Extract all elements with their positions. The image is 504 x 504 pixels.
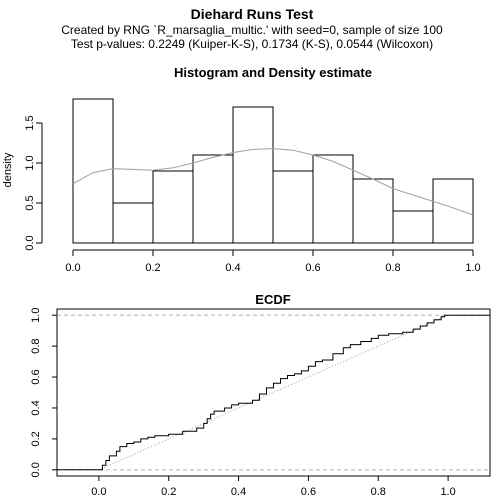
histogram-bar	[392, 210, 434, 244]
ecdf-y-tick-label: 0.0	[30, 462, 42, 477]
histogram-panel: Histogram and Density estimate density 0…	[2, 65, 481, 274]
ecdf-y-tick-label: 1.0	[30, 308, 42, 323]
ecdf-y-tick-label: 0.8	[30, 338, 42, 353]
ecdf-y-tick-label: 0.4	[30, 400, 42, 415]
histogram-y-tick-label: 1.0	[24, 155, 36, 170]
ecdf-x-tick-label: 0.0	[91, 486, 106, 498]
ecdf-x-axis: 0.0 0.2 0.4 0.6 0.8 1.0	[91, 476, 456, 498]
ecdf-y-tick-label: 0.2	[30, 431, 42, 446]
histogram-bar	[432, 178, 474, 244]
ecdf-panel: ECDF 0.0 0.2 0.4 0.6 0.8 1.0 0.0 0.2 0.4 0.6 0.8 1…	[30, 292, 491, 498]
histogram-x-tick-label: 0.6	[305, 262, 320, 274]
histogram-bars	[72, 98, 474, 244]
histogram-y-tick-label: 0.0	[24, 235, 36, 250]
histogram-bar	[232, 106, 274, 244]
histogram-x-tick-label: 0.2	[145, 262, 160, 274]
ecdf-x-tick-label: 0.8	[371, 486, 386, 498]
histogram-x-axis: 0.0 0.2 0.4 0.6 0.8 1.0	[65, 249, 481, 274]
figure-subtitle-pvalues: Test p-values: 0.2249 (Kuiper-K-S), 0.17…	[71, 37, 433, 51]
ecdf-y-tick-label: 0.6	[30, 369, 42, 384]
histogram-bar	[152, 170, 194, 244]
histogram-x-tick-label: 1.0	[465, 262, 480, 274]
histogram-bar	[192, 154, 234, 244]
histogram-y-axis: 0.0 0.5 1.0 1.5	[24, 115, 43, 251]
ecdf-y-axis: 0.0 0.2 0.4 0.6 0.8 1.0	[30, 308, 57, 477]
histogram-x-tick-label: 0.8	[385, 262, 400, 274]
histogram-bar	[72, 98, 114, 244]
histogram-x-tick-label: 0.0	[65, 262, 80, 274]
histogram-y-axis-label: density	[2, 152, 14, 187]
histogram-bar	[112, 202, 154, 244]
figure-title: Diehard Runs Test	[191, 6, 314, 22]
histogram-title: Histogram and Density estimate	[174, 65, 372, 80]
density-curve	[72, 148, 474, 216]
histogram-bar	[312, 154, 354, 244]
ecdf-x-tick-label: 1.0	[440, 486, 455, 498]
ecdf-x-tick-label: 0.2	[161, 486, 176, 498]
histogram-x-tick-label: 0.4	[225, 262, 240, 274]
histogram-bar	[352, 178, 394, 244]
ecdf-x-tick-label: 0.6	[301, 486, 316, 498]
ecdf-horizontal-guides	[57, 314, 490, 471]
figure-subtitle-created: Created by RNG `R_marsaglia_multic.' wit…	[61, 23, 443, 37]
ecdf-title: ECDF	[255, 292, 290, 307]
histogram-y-tick-label: 0.5	[24, 195, 36, 210]
histogram-bar	[272, 170, 314, 244]
ecdf-step-line	[57, 314, 490, 471]
ecdf-reference-line	[98, 314, 449, 471]
histogram-y-tick-label: 1.5	[24, 115, 36, 130]
ecdf-x-tick-label: 0.4	[231, 486, 246, 498]
ecdf-plot-frame	[56, 308, 491, 477]
